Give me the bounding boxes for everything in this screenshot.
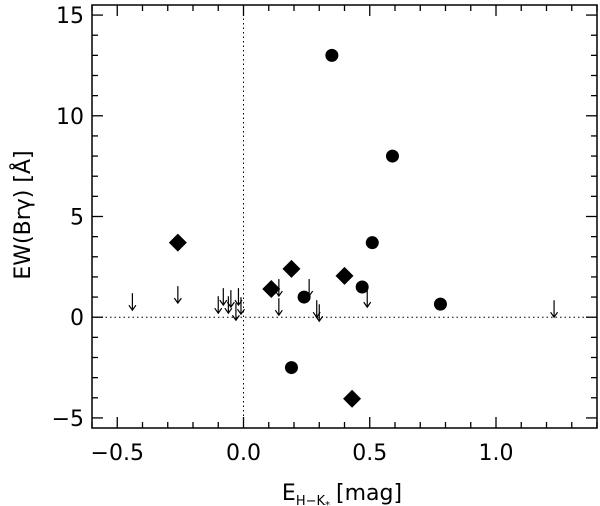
upper-limit-arrow-head (128, 304, 137, 312)
diamond-marker (168, 233, 187, 252)
diamond-marker (262, 280, 281, 299)
diamond-marker (282, 259, 301, 278)
upper-limit-arrow (214, 296, 223, 315)
upper-limit-arrow-head (274, 309, 283, 317)
circle-marker (284, 361, 298, 375)
data-marks (128, 48, 559, 408)
upper-limit-arrow (274, 298, 283, 317)
y-tick-label: 15 (56, 4, 84, 29)
x-axis-title-subscript: H−K (296, 494, 326, 506)
upper-limit-arrow-head (231, 314, 240, 322)
y-tick-label: −5 (52, 407, 84, 432)
x-tick-label: 0.5 (352, 441, 387, 466)
diamond-marker (335, 266, 354, 285)
upper-limit-arrow-head (173, 297, 182, 305)
x-axis-title: EH−K* [mag] (282, 481, 402, 506)
axis-ticks (91, 5, 598, 428)
circle-marker (355, 280, 369, 294)
upper-limit-arrow-head (315, 315, 324, 323)
circle-marker (365, 236, 379, 250)
upper-limit-arrow-head (226, 301, 235, 309)
circle-marker (385, 149, 399, 163)
x-tick-label: 1.0 (479, 441, 514, 466)
upper-limit-arrow-head (219, 299, 228, 307)
upper-limit-arrow (173, 286, 182, 305)
x-tick-label: 0.0 (226, 441, 261, 466)
tick-labels: −0.5 0.0 0.5 1.0 −5 0 5 10 15 (52, 4, 514, 466)
upper-limit-arrow (128, 293, 137, 312)
upper-limit-arrow-head (550, 311, 559, 319)
upper-limit-arrow-head (214, 307, 223, 315)
upper-limit-arrow (224, 296, 233, 315)
upper-limit-arrow-head (224, 307, 233, 315)
upper-limit-arrow (226, 290, 235, 309)
upper-limit-arrow (315, 304, 324, 323)
circle-marker (433, 297, 447, 311)
x-axis-title-subsubscript: * (325, 500, 330, 506)
y-tick-label: 5 (70, 206, 84, 231)
upper-limit-arrow-head (236, 308, 245, 316)
upper-limit-arrow-head (305, 290, 314, 298)
upper-limit-arrow (231, 303, 240, 322)
circle-marker (325, 48, 339, 62)
upper-limit-arrow (219, 288, 228, 307)
upper-limit-arrow (274, 279, 283, 298)
diamond-marker (343, 389, 362, 408)
y-tick-label: 0 (70, 306, 84, 331)
x-axis-title-base: E (282, 481, 296, 506)
x-axis-title-unit: [mag] (336, 481, 402, 506)
x-tick-label: −0.5 (91, 441, 144, 466)
upper-limit-arrow (236, 297, 245, 316)
upper-limit-arrow-head (274, 290, 283, 298)
y-tick-label: 10 (56, 105, 84, 130)
upper-limit-arrow (550, 300, 559, 319)
upper-limit-arrow (305, 279, 314, 298)
y-axis-title: EW(Brγ) [Å] (9, 150, 36, 279)
upper-limit-arrow (363, 290, 372, 309)
upper-limit-arrow-head (363, 301, 372, 309)
